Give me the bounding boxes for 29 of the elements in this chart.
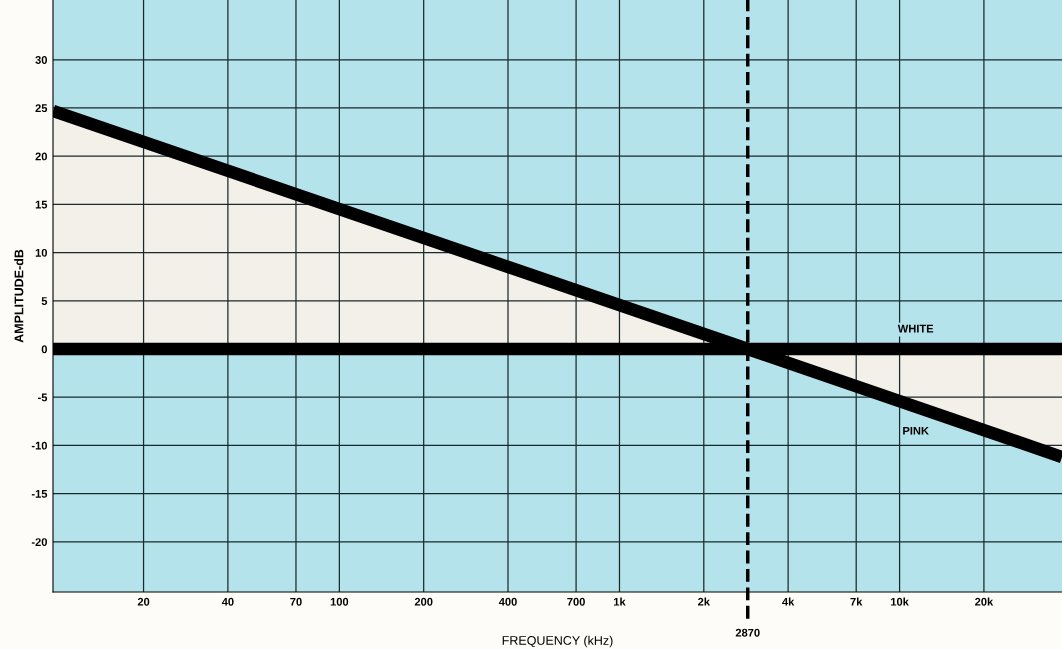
x-tick-label: 40 (221, 597, 234, 606)
y-tick-label: -15 (31, 490, 48, 498)
y-tick-label: -10 (31, 441, 47, 450)
y-tick-label: 5 (41, 297, 48, 305)
x-tick-label: 700 (567, 597, 585, 606)
y-axis-title: AMPLITUDE-dB (14, 249, 24, 343)
x-tick-label: 400 (498, 597, 517, 606)
x-tick-label: 2k (698, 597, 710, 606)
series-label: WHITE (897, 324, 934, 333)
y-tick-label: 15 (35, 200, 48, 209)
x-tick-label: 100 (330, 597, 349, 606)
y-tick-label: 30 (35, 56, 47, 64)
x-tick-label: 10k (891, 597, 909, 606)
x-tick-label: 4k (782, 597, 795, 606)
y-tick-label: 0 (41, 345, 47, 354)
x-tick-label: 1k (614, 597, 626, 606)
y-tick-label: -20 (31, 538, 47, 546)
x-tick-label: 20k (975, 597, 994, 606)
y-tick-label: 10 (35, 248, 47, 257)
series-label: PINK (903, 426, 929, 435)
x-tick-label: 7k (850, 597, 863, 606)
x-tick-label: 200 (414, 597, 433, 606)
y-tick-label: 25 (35, 104, 48, 113)
ref-line-label: 2870 (735, 628, 760, 637)
x-axis-title: FREQUENCY (kHz) (502, 635, 613, 648)
y-tick-label: 20 (35, 152, 47, 161)
y-tick-label: -5 (38, 393, 48, 402)
x-tick-label: 70 (290, 597, 302, 606)
x-tick-label: 20 (137, 597, 150, 606)
